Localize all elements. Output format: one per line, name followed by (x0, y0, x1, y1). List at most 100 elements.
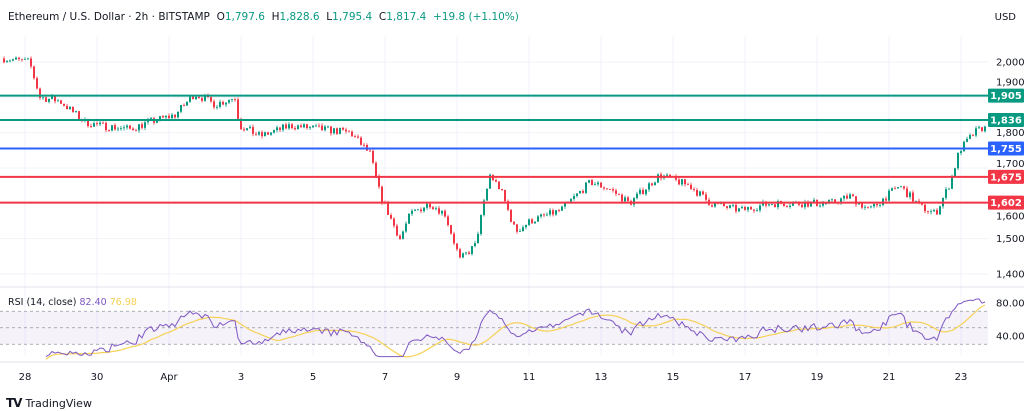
candle-up (954, 168, 956, 177)
candle-up (714, 203, 716, 207)
candle-up (282, 124, 284, 130)
level-label: 1,836 (990, 115, 1022, 126)
currency-label[interactable]: USD (994, 12, 1016, 23)
candle-up (99, 122, 101, 125)
rsi-line (45, 298, 986, 358)
time-tick: 19 (811, 372, 824, 383)
candle-up (822, 203, 824, 206)
candle-up (819, 205, 821, 207)
candle-up (900, 186, 902, 188)
chart-legend: Ethereum / U.S. Dollar · 2h · BITSTAMP O… (8, 11, 519, 23)
level-label: 1,675 (990, 172, 1022, 183)
candle-up (93, 123, 95, 127)
candle-up (150, 118, 152, 120)
candle-up (768, 204, 770, 206)
candle-down (867, 206, 869, 208)
candle-up (477, 233, 479, 244)
candle-down (306, 124, 308, 129)
candle-down (351, 131, 353, 137)
candle-up (51, 96, 53, 99)
level-badge (988, 195, 1024, 210)
low-label: L (326, 11, 333, 23)
candle-down (513, 221, 515, 225)
tradingview-logo[interactable]: 𝗧𝗩 TradingView (6, 396, 92, 410)
candle-down (279, 127, 281, 130)
candle-up (534, 221, 536, 224)
candle-down (774, 204, 776, 208)
candle-up (231, 99, 233, 101)
candle-up (57, 100, 59, 102)
candle-up (555, 210, 557, 215)
candle-down (675, 176, 677, 180)
candle-down (348, 131, 350, 133)
candle-down (852, 194, 854, 197)
candle-down (447, 216, 449, 226)
candle-down (885, 198, 887, 201)
candle-up (165, 115, 167, 118)
candle-up (933, 210, 935, 212)
candle-down (459, 249, 461, 258)
candle-up (738, 208, 740, 212)
candle-up (249, 127, 251, 129)
candle-up (9, 60, 11, 62)
candle-up (27, 58, 29, 60)
candle-up (561, 206, 563, 211)
candle-up (402, 231, 404, 239)
candle-down (552, 210, 554, 215)
candle-up (891, 188, 893, 191)
candle-up (225, 102, 227, 105)
candle-down (90, 126, 92, 127)
time-axis: 28 30 Apr 3 5 7 9 11 13 15 17 19 21 23 (0, 361, 1024, 383)
candle-up (270, 132, 272, 135)
candle-down (921, 202, 923, 205)
candle-up (564, 202, 566, 207)
candle-down (696, 189, 698, 196)
candle-up (324, 126, 326, 131)
candle-down (261, 132, 263, 137)
candle-down (291, 124, 293, 129)
time-tick: 23 (955, 372, 968, 383)
candle-down (3, 58, 5, 63)
candle-up (75, 111, 77, 112)
candle-down (66, 105, 68, 110)
price-tick: 1,800 (996, 128, 1024, 139)
candle-down (105, 122, 107, 131)
candle-down (801, 204, 803, 208)
candle-up (540, 214, 542, 217)
candle-down (684, 179, 686, 185)
candle-up (522, 227, 524, 232)
candle-up (111, 125, 113, 131)
candle-down (237, 99, 239, 119)
candle-up (549, 210, 551, 215)
candle-up (573, 196, 575, 200)
candle-down (300, 125, 302, 128)
time-tick: 17 (739, 372, 752, 383)
candle-down (162, 116, 164, 118)
candle-up (180, 105, 182, 112)
candle-down (621, 194, 623, 202)
candle-up (42, 97, 44, 99)
price-tick: 1,500 (996, 234, 1024, 245)
candle-up (483, 200, 485, 216)
time-tick: 9 (454, 372, 460, 383)
candle-up (204, 95, 206, 101)
candle-down (642, 189, 644, 195)
candle-down (183, 105, 185, 106)
candle-up (339, 127, 341, 134)
candle-up (777, 200, 779, 208)
price-tick: 2,000 (996, 58, 1024, 69)
candle-up (648, 183, 650, 190)
candle-up (939, 206, 941, 215)
candle-down (102, 122, 104, 124)
candle-down (129, 125, 131, 129)
candle-up (873, 204, 875, 207)
candle-down (21, 58, 23, 60)
candle-down (936, 210, 938, 215)
candle-up (144, 122, 146, 128)
candle-down (321, 125, 323, 131)
candle-down (387, 203, 389, 215)
candle-down (201, 98, 203, 101)
candle-up (636, 193, 638, 199)
symbol-title[interactable]: Ethereum / U.S. Dollar · 2h · BITSTAMP (8, 11, 210, 23)
